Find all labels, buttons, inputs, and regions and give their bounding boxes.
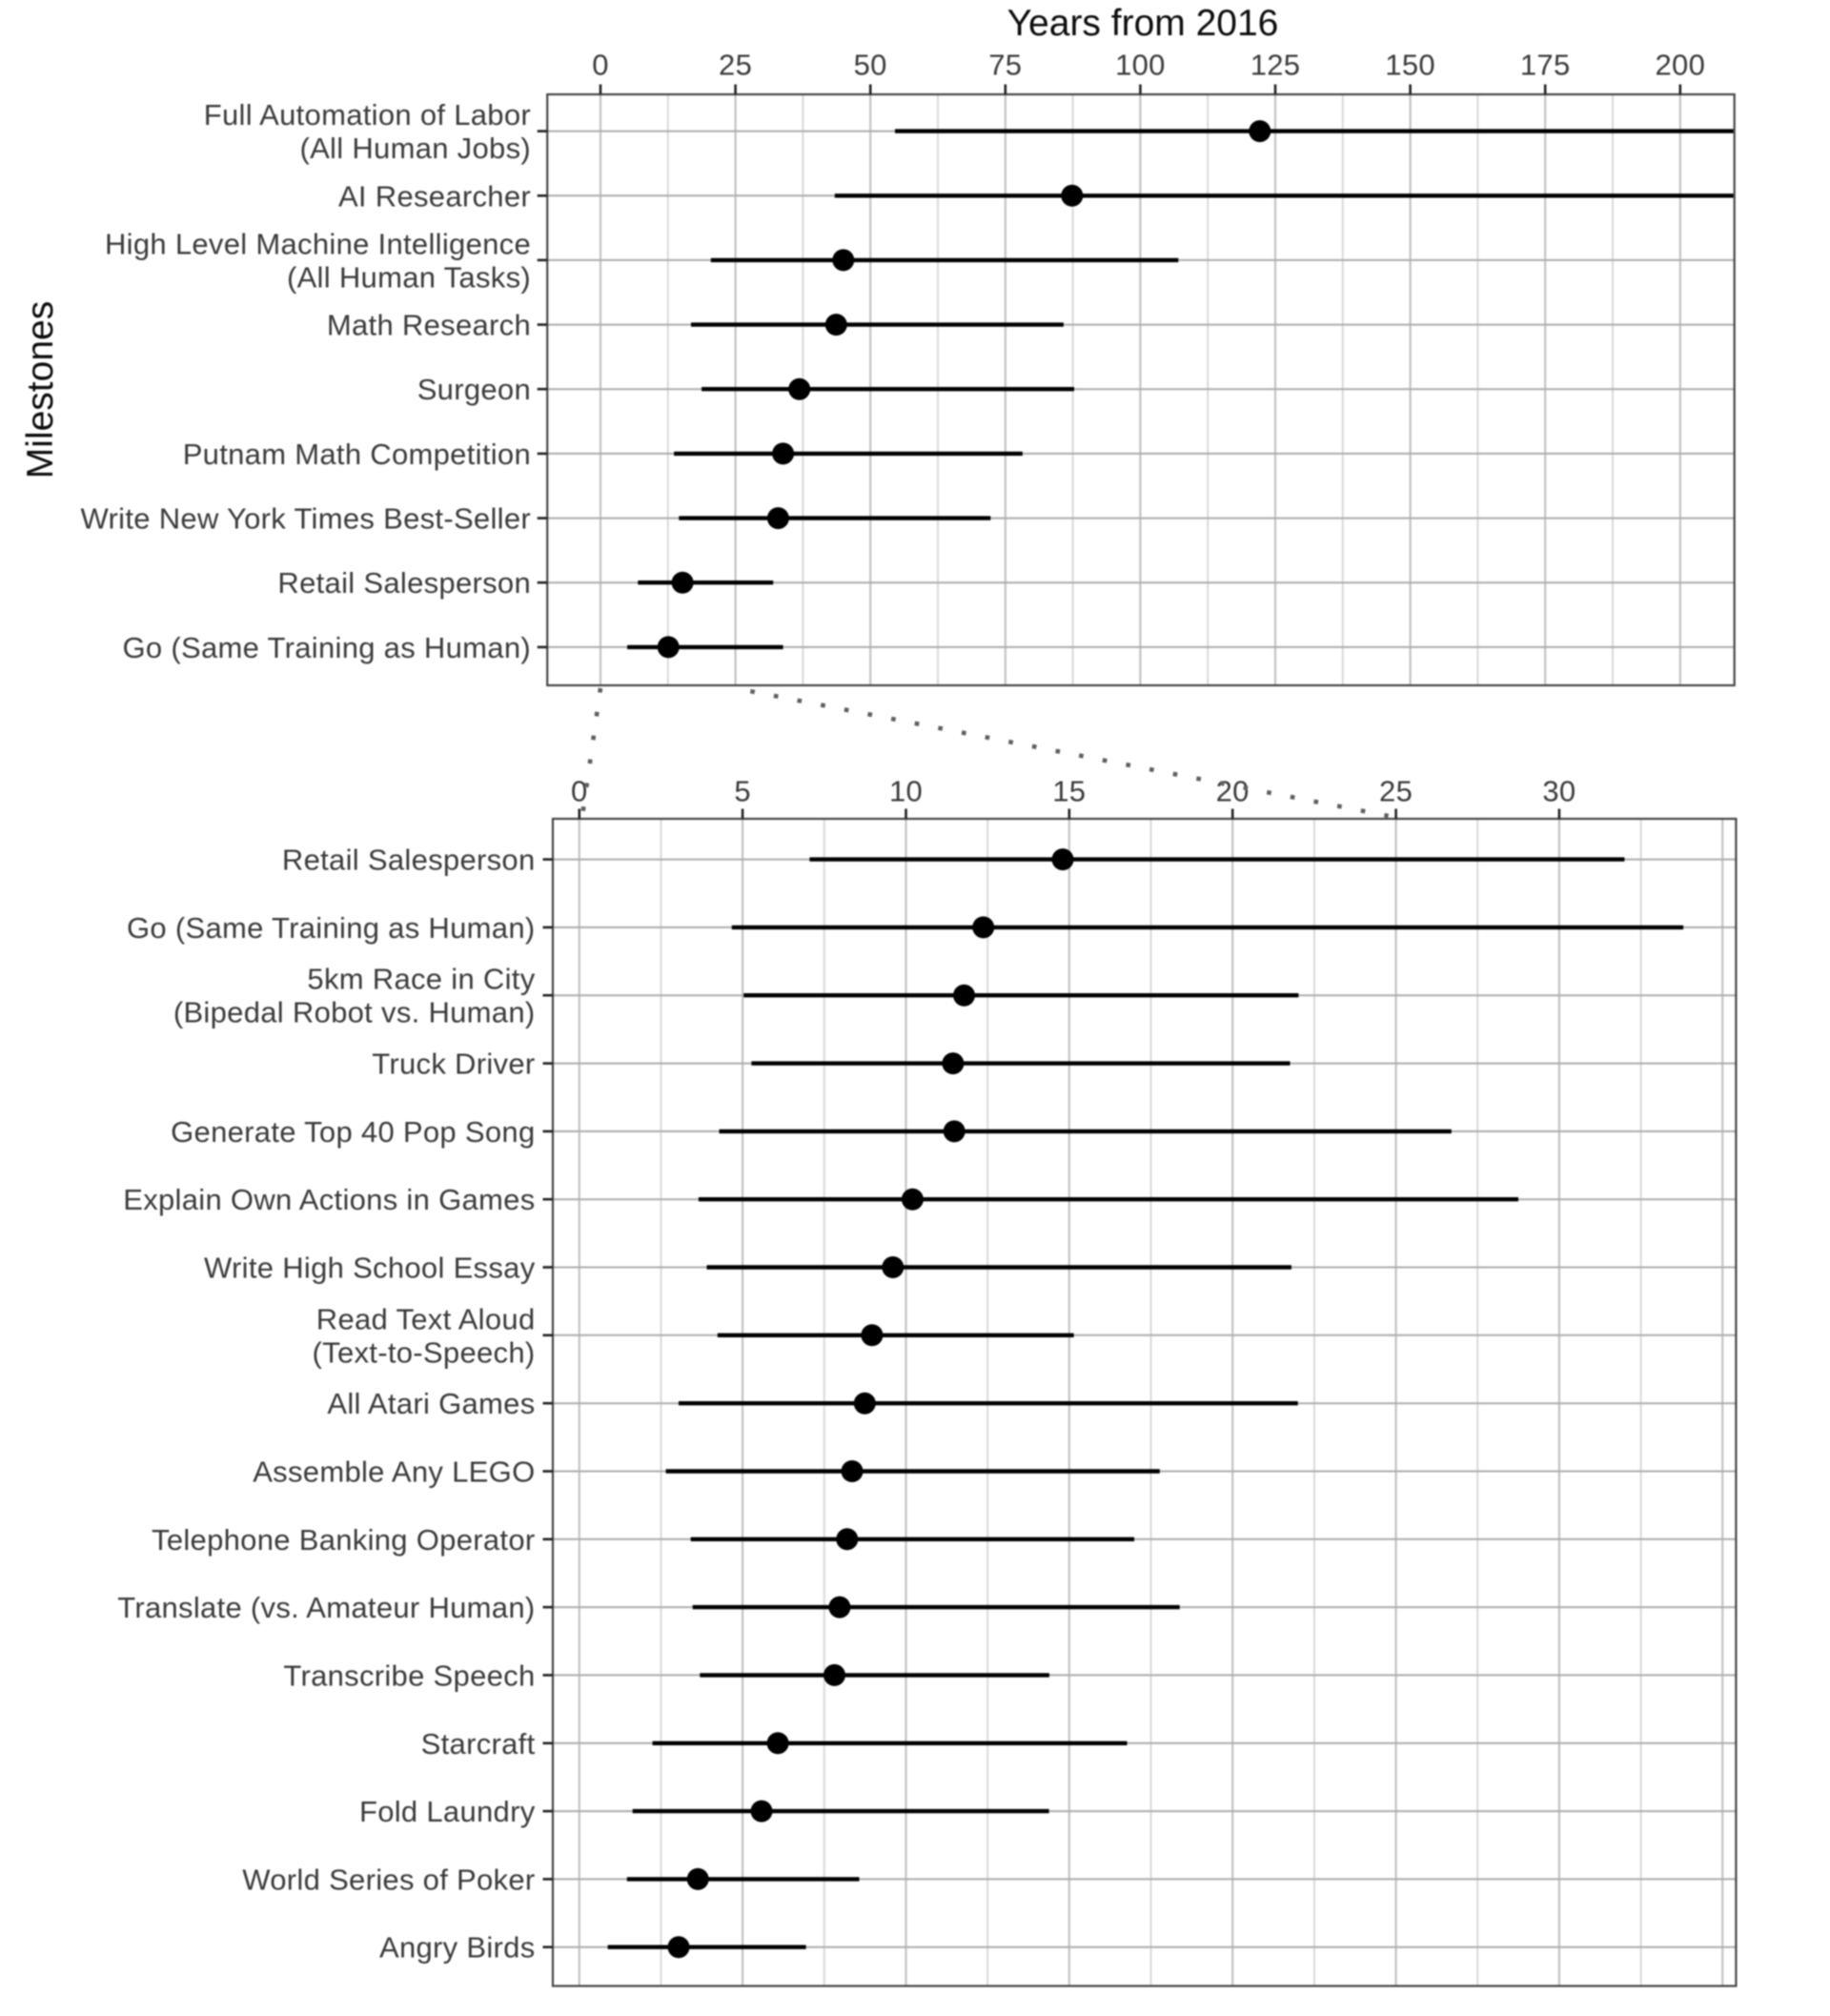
svg-text:All Atari Games: All Atari Games [327,1387,535,1420]
svg-text:5km Race in City: 5km Race in City [307,963,535,996]
svg-text:Generate Top 40 Pop Song: Generate Top 40 Pop Song [171,1115,535,1149]
svg-text:Truck Driver: Truck Driver [372,1048,535,1081]
svg-text:30: 30 [1542,775,1576,808]
svg-text:Explain Own Actions in Games: Explain Own Actions in Games [123,1183,535,1216]
svg-text:Full Automation of Labor: Full Automation of Labor [204,98,531,132]
svg-text:World Series of Poker: World Series of Poker [242,1863,535,1896]
svg-text:High Level Machine Intelligenc: High Level Machine Intelligence [105,227,531,260]
svg-text:10: 10 [889,775,923,808]
svg-text:0: 0 [571,775,588,808]
svg-text:(Text-to-Speech): (Text-to-Speech) [313,1335,536,1369]
svg-text:Assemble Any LEGO: Assemble Any LEGO [253,1456,535,1489]
svg-text:5: 5 [734,775,751,808]
svg-text:200: 200 [1655,49,1705,82]
svg-text:Years from 2016: Years from 2016 [1007,3,1279,44]
svg-text:Write New York Times Best-Sell: Write New York Times Best-Seller [81,502,531,536]
svg-text:(All Human Tasks): (All Human Tasks) [287,260,531,294]
svg-text:0: 0 [592,49,609,82]
svg-text:Math Research: Math Research [327,309,531,342]
svg-text:75: 75 [988,49,1022,82]
svg-text:20: 20 [1216,775,1250,808]
svg-text:(Bipedal Robot vs. Human): (Bipedal Robot vs. Human) [173,996,536,1029]
svg-text:125: 125 [1250,49,1301,82]
svg-text:Angry Birds: Angry Birds [379,1931,536,1965]
svg-text:Milestones: Milestones [20,301,61,479]
svg-text:Write High School Essay: Write High School Essay [204,1252,536,1285]
svg-text:100: 100 [1115,49,1166,82]
svg-text:25: 25 [1379,775,1413,808]
svg-text:AI Researcher: AI Researcher [338,179,531,213]
svg-text:Retail Salesperson: Retail Salesperson [277,566,531,600]
svg-text:150: 150 [1385,49,1435,82]
svg-text:Starcraft: Starcraft [421,1727,536,1761]
svg-text:Putnam Math Competition: Putnam Math Competition [183,438,531,471]
svg-text:(All Human Jobs): (All Human Jobs) [299,132,531,165]
svg-text:Translate (vs. Amateur Human): Translate (vs. Amateur Human) [117,1591,535,1624]
svg-text:Transcribe Speech: Transcribe Speech [283,1659,535,1692]
svg-text:50: 50 [854,49,887,82]
svg-text:175: 175 [1520,49,1571,82]
svg-text:25: 25 [719,49,752,82]
svg-text:Read Text Aloud: Read Text Aloud [316,1302,536,1335]
svg-text:15: 15 [1052,775,1086,808]
svg-text:Fold Laundry: Fold Laundry [359,1795,536,1828]
svg-text:Retail Salesperson: Retail Salesperson [282,844,536,877]
svg-text:Telephone Banking Operator: Telephone Banking Operator [152,1523,535,1557]
svg-text:Go (Same Training as Human): Go (Same Training as Human) [127,911,536,945]
svg-text:Go (Same Training as Human): Go (Same Training as Human) [123,631,532,664]
svg-text:Surgeon: Surgeon [417,373,531,406]
